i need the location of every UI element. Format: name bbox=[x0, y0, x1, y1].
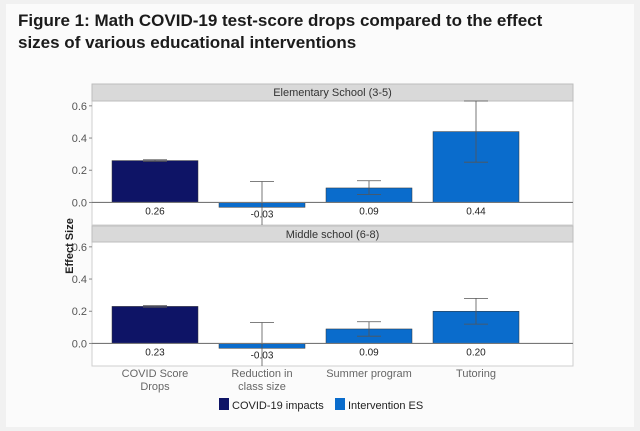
data-label: 0.20 bbox=[466, 347, 486, 358]
panel-strip bbox=[91, 225, 574, 243]
y-tick-label: 0.2 bbox=[72, 306, 87, 318]
x-tick-label: class size bbox=[238, 381, 286, 393]
y-tick-label: 0.2 bbox=[72, 165, 87, 177]
y-tick-label: 0.6 bbox=[72, 242, 87, 254]
panel-title: Elementary School (3-5) bbox=[273, 87, 392, 99]
x-tick-label: Drops bbox=[140, 381, 170, 393]
legend-swatch bbox=[335, 398, 345, 410]
data-label: 0.09 bbox=[359, 347, 379, 358]
data-label: -0.03 bbox=[251, 209, 274, 220]
y-tick-label: 0.4 bbox=[72, 133, 87, 145]
legend-label: COVID-19 impacts bbox=[232, 400, 324, 412]
y-axis-label: Effect Size bbox=[64, 218, 76, 274]
x-tick-label: Summer program bbox=[326, 368, 412, 380]
panel-strip bbox=[91, 83, 574, 102]
bar bbox=[111, 160, 199, 203]
data-label: 0.26 bbox=[145, 206, 165, 217]
legend-swatch bbox=[219, 398, 229, 410]
legend-label: Intervention ES bbox=[348, 400, 423, 412]
data-label: 0.09 bbox=[359, 206, 379, 217]
y-tick-label: 0.0 bbox=[72, 197, 87, 209]
panel-title: Middle school (6-8) bbox=[286, 229, 380, 241]
bar bbox=[111, 306, 199, 344]
figure-title: Figure 1: Math COVID-19 test-score drops… bbox=[18, 11, 543, 52]
data-label: 0.44 bbox=[466, 206, 486, 217]
y-tick-label: 0.4 bbox=[72, 274, 87, 286]
data-label: -0.03 bbox=[251, 350, 274, 361]
x-tick-label: COVID Score bbox=[122, 368, 189, 380]
x-tick-label: Tutoring bbox=[456, 368, 496, 380]
y-tick-label: 0.0 bbox=[72, 338, 87, 350]
plot-panel bbox=[91, 241, 574, 367]
y-tick-label: 0.6 bbox=[72, 101, 87, 113]
data-label: 0.23 bbox=[145, 347, 165, 358]
x-tick-label: Reduction in bbox=[231, 368, 292, 380]
